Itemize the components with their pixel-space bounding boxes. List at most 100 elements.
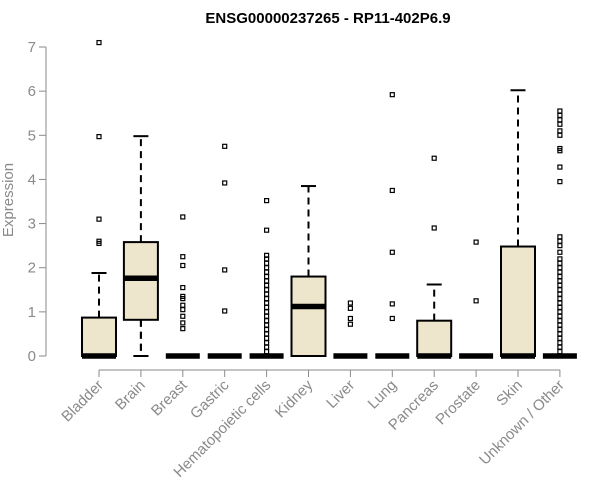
outlier-point: [557, 256, 563, 262]
outlier-point: [557, 108, 563, 114]
x-tick-label: Breast: [148, 376, 191, 419]
outlier-point: [264, 331, 270, 337]
outlier-point: [180, 254, 186, 260]
outlier-point: [180, 313, 186, 319]
outlier-point: [557, 249, 563, 255]
outlier-point: [389, 315, 395, 322]
outlier-point: [557, 278, 563, 284]
outlier-point: [264, 322, 270, 328]
outlier-point: [180, 293, 186, 300]
outlier-point: [347, 300, 353, 306]
chart-title: ENSG00000237265 - RP11-402P6.9: [205, 10, 450, 27]
outlier-point: [557, 273, 563, 280]
box-group: [375, 92, 410, 359]
outlier-point: [180, 307, 186, 313]
outlier-point: [557, 121, 563, 127]
box-rect: [500, 245, 536, 357]
outlier-point: [557, 179, 563, 185]
outlier-point: [557, 331, 563, 337]
outlier-point: [557, 117, 563, 123]
outlier-point: [222, 267, 228, 273]
outlier-point: [557, 313, 563, 319]
outlier-point: [264, 344, 270, 350]
outlier-point: [557, 243, 563, 249]
outlier-point: [264, 300, 270, 306]
outlier-point: [389, 92, 395, 98]
y-tick-label: 7: [28, 39, 36, 56]
x-tick-label: Prostate: [432, 377, 484, 429]
y-tick-label: 6: [28, 83, 36, 100]
x-tick-label: Brain: [112, 377, 149, 414]
outlier-point: [431, 155, 437, 161]
y-tick-label: 3: [28, 216, 36, 233]
outlier-point: [473, 298, 479, 304]
box-group: [416, 155, 453, 359]
box-group: [459, 239, 494, 359]
outlier-point: [557, 238, 563, 244]
y-tick-label: 5: [28, 127, 36, 144]
outlier-point: [264, 296, 270, 302]
box-group: [207, 143, 242, 359]
outlier-point: [557, 309, 563, 315]
y-tick-label: 0: [28, 348, 36, 365]
outlier-point: [264, 335, 270, 341]
outlier-point: [557, 234, 563, 240]
outlier-point: [222, 308, 228, 314]
outlier-point: [557, 348, 563, 355]
outlier-point: [96, 216, 102, 222]
y-axis-label: Expression: [0, 163, 17, 237]
outlier-point: [180, 320, 186, 326]
outlier-point: [264, 260, 270, 266]
box-group: [249, 198, 284, 359]
outlier-point: [557, 260, 563, 266]
box-group: [333, 300, 368, 359]
outlier-point: [557, 344, 563, 350]
outlier-point: [264, 340, 270, 346]
outlier-point: [264, 304, 270, 311]
outlier-point: [557, 287, 563, 293]
outlier-point: [96, 39, 102, 46]
outlier-point: [347, 315, 353, 322]
outlier-point: [96, 134, 102, 140]
outlier-point: [264, 309, 270, 315]
outlier-point: [557, 265, 563, 271]
outlier-point: [180, 262, 186, 269]
box-group: [81, 39, 117, 359]
y-tick-label: 2: [28, 260, 36, 277]
outlier-point: [264, 278, 270, 284]
outlier-point: [96, 238, 102, 244]
outlier-point: [347, 305, 353, 311]
y-tick-label: 4: [28, 171, 36, 188]
outlier-point: [264, 318, 270, 324]
outlier-point: [264, 198, 270, 204]
x-tick-label: Kidney: [272, 376, 317, 421]
outlier-point: [264, 265, 270, 271]
outlier-point: [557, 322, 563, 328]
outlier-point: [389, 249, 395, 255]
box-group: [500, 89, 536, 359]
outlier-point: [264, 269, 270, 275]
outlier-point: [264, 291, 270, 297]
x-tick-label: Liver: [323, 377, 358, 412]
outlier-point: [557, 282, 563, 288]
outlier-point: [557, 291, 563, 297]
outlier-point: [180, 326, 186, 332]
outlier-point: [557, 269, 563, 275]
outlier-point: [180, 302, 186, 308]
outlier-point: [347, 321, 353, 327]
outlier-point: [557, 340, 563, 346]
outlier-point: [264, 282, 270, 288]
outlier-point: [473, 239, 479, 245]
outlier-point: [180, 214, 186, 220]
outlier-point: [264, 273, 270, 280]
box-rect: [290, 275, 327, 357]
outlier-point: [557, 304, 563, 311]
outlier-point: [557, 132, 563, 138]
outlier-point: [557, 112, 563, 119]
box-group: [542, 108, 577, 359]
outlier-point: [222, 143, 228, 149]
outlier-point: [557, 318, 563, 324]
y-axis: 0 1 2 3 4 5 6 7: [28, 39, 47, 365]
